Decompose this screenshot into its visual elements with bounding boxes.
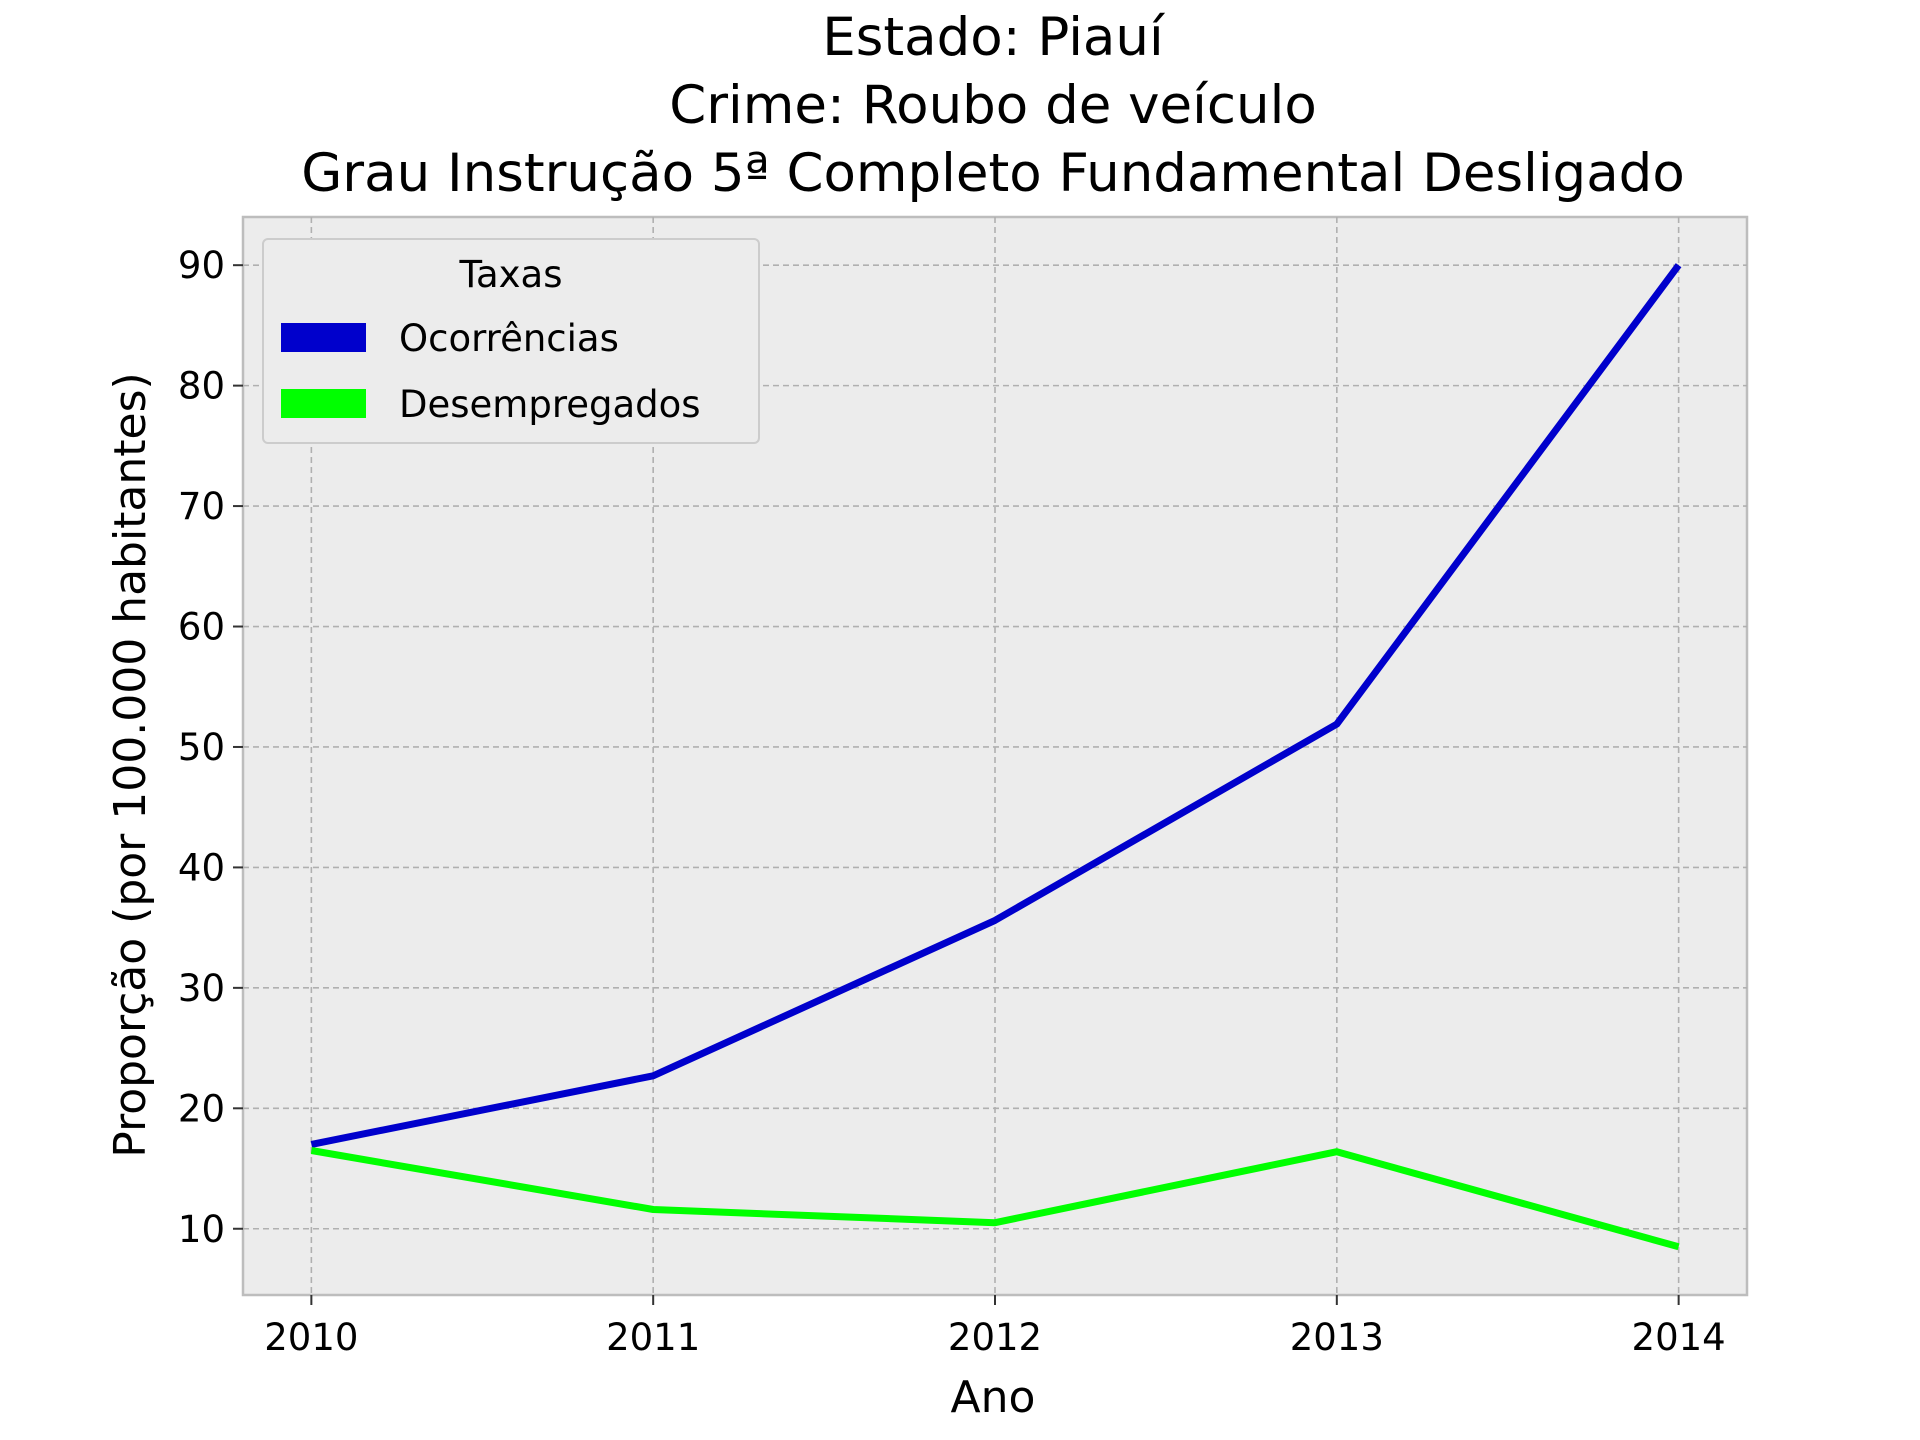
x-axis-label: Ano <box>951 1372 1036 1423</box>
x-tick-label: 2014 <box>1632 1316 1726 1359</box>
legend-label-desempregados: Desempregados <box>399 383 701 426</box>
y-tick-label: 50 <box>178 726 225 769</box>
chart-title: Estado: Piauí Crime: Roubo de veículo Gr… <box>301 7 1685 204</box>
x-tick-label: 2012 <box>948 1316 1042 1359</box>
legend-label-ocorrencias: Ocorrências <box>399 317 619 360</box>
x-tick-label: 2010 <box>264 1316 358 1359</box>
y-tick-label: 60 <box>178 606 225 649</box>
y-axis-label: Proporção (por 100.000 habitantes) <box>105 372 156 1157</box>
legend-swatch-ocorrencias <box>281 323 366 352</box>
legend: Taxas Ocorrências Desempregados <box>262 238 760 444</box>
chart-title-line-1: Estado: Piauí <box>822 7 1166 68</box>
legend-frame <box>262 238 760 444</box>
x-tick-label: 2011 <box>606 1316 700 1359</box>
x-axis-ticks: 2010 2011 2012 2013 2014 <box>264 1295 1726 1359</box>
legend-title: Taxas <box>459 253 563 296</box>
y-tick-label: 40 <box>178 846 225 889</box>
y-tick-label: 70 <box>178 485 225 528</box>
data-lines <box>310 263 1682 1251</box>
y-tick-label: 20 <box>178 1087 225 1130</box>
legend-swatch-desempregados <box>281 389 366 418</box>
y-tick-label: 10 <box>178 1208 225 1251</box>
y-tick-label: 30 <box>178 967 225 1010</box>
x-tick-label: 2013 <box>1290 1316 1384 1359</box>
y-axis-ticks: 10 20 30 40 50 60 70 80 90 <box>178 244 243 1251</box>
chart-title-line-3: Grau Instrução 5ª Completo Fundamental D… <box>301 143 1685 204</box>
y-tick-label: 80 <box>178 365 225 408</box>
y-tick-label: 90 <box>178 244 225 287</box>
chart-title-line-2: Crime: Roubo de veículo <box>669 75 1317 136</box>
